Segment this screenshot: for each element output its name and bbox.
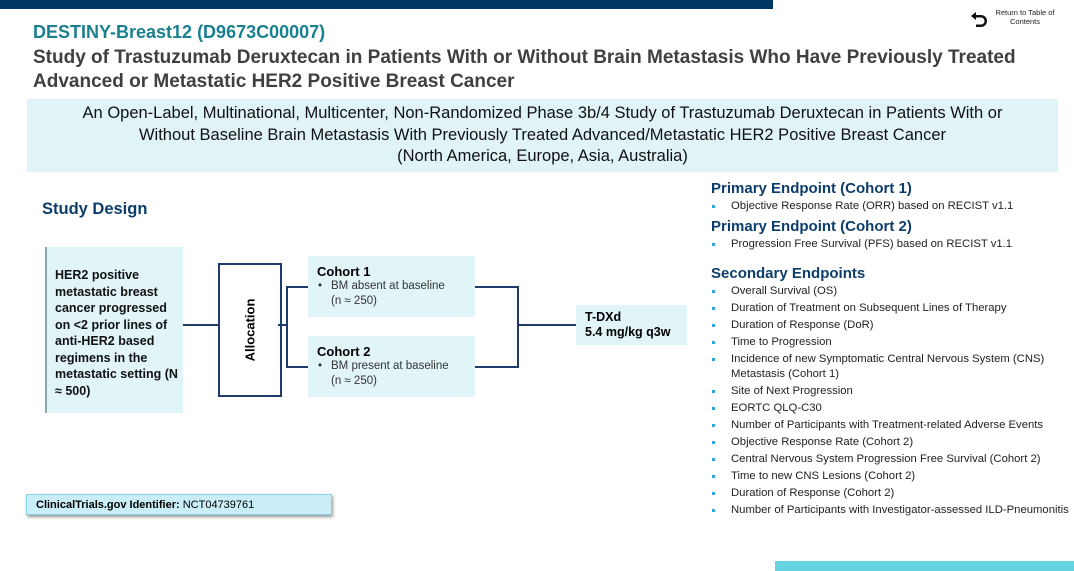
list-item: Incidence of new Symptomatic Central Ner… bbox=[711, 352, 1071, 382]
footer-bar bbox=[775, 561, 1074, 571]
study-banner: An Open-Label, Multinational, Multicente… bbox=[27, 99, 1058, 172]
secondary-endpoints-list: Overall Survival (OS) Duration of Treatme… bbox=[711, 284, 1071, 518]
banner-line: Without Baseline Brain Metastasis With P… bbox=[138, 125, 947, 144]
primary-endpoint-1-list: Objective Response Rate (ORR) based on R… bbox=[711, 199, 1071, 214]
return-arrow-icon bbox=[971, 12, 987, 27]
connector-line bbox=[475, 366, 519, 368]
header-bar bbox=[0, 0, 773, 9]
list-item: Objective Response Rate (ORR) based on R… bbox=[711, 199, 1071, 214]
secondary-endpoints-heading: Secondary Endpoints bbox=[711, 265, 866, 282]
connector-line bbox=[183, 324, 218, 326]
connector-line bbox=[286, 286, 308, 288]
list-item: Duration of Response (DoR) bbox=[711, 318, 1071, 333]
connector-line bbox=[475, 286, 519, 288]
identifier-value: NCT04739761 bbox=[182, 499, 255, 511]
treatment-name: T-DXd bbox=[585, 310, 622, 324]
clinicaltrials-identifier: ClinicalTrials.gov Identifier: NCT047397… bbox=[26, 494, 332, 515]
banner-line: An Open-Label, Multinational, Multicente… bbox=[82, 104, 1003, 122]
list-item: Number of Participants with Treatment-re… bbox=[711, 418, 1071, 433]
identifier-label: ClinicalTrials.gov Identifier: bbox=[36, 499, 180, 511]
population-box: HER2 positive metastatic breast cancer p… bbox=[45, 247, 183, 413]
cohort-title: Cohort 2 bbox=[317, 344, 371, 359]
page-title: DESTINY-Breast12 (D9673C00007) bbox=[33, 22, 326, 42]
list-item: Objective Response Rate (Cohort 2) bbox=[711, 435, 1071, 450]
list-item: Number of Participants with Investigator… bbox=[711, 503, 1071, 518]
list-item: Overall Survival (OS) bbox=[711, 284, 1071, 299]
connector-line bbox=[286, 366, 308, 368]
endpoints-panel: Primary Endpoint (Cohort 1) Objective Re… bbox=[711, 179, 1071, 521]
list-item: Duration of Response (Cohort 2) bbox=[711, 486, 1071, 501]
treatment-box: T-DXd 5.4 mg/kg q3w bbox=[576, 305, 687, 345]
connector-line bbox=[517, 286, 519, 368]
cohort-2-box: Cohort 2 BM present at baseline (n ≈ 250… bbox=[308, 336, 475, 397]
primary-endpoint-1-heading: Primary Endpoint (Cohort 1) bbox=[711, 180, 912, 197]
cohort-title: Cohort 1 bbox=[317, 264, 371, 279]
list-item: Time to new CNS Lesions (Cohort 2) bbox=[711, 469, 1071, 484]
study-design-heading: Study Design bbox=[42, 200, 148, 218]
connector-line bbox=[278, 324, 288, 326]
treatment-dose: 5.4 mg/kg q3w bbox=[585, 325, 671, 339]
list-item: EORTC QLQ-C30 bbox=[711, 401, 1071, 416]
return-to-toc-button[interactable]: Return to Table of Contents bbox=[970, 8, 1058, 28]
cohort-n: (n ≈ 250) bbox=[331, 375, 377, 387]
list-item: Progression Free Survival (PFS) based on… bbox=[711, 237, 1071, 252]
primary-endpoint-2-list: Progression Free Survival (PFS) based on… bbox=[711, 237, 1071, 252]
list-item: Site of Next Progression bbox=[711, 384, 1071, 399]
cohort-1-box: Cohort 1 BM absent at baseline (n ≈ 250) bbox=[308, 256, 475, 317]
allocation-box: Allocation bbox=[218, 263, 282, 397]
list-item: Time to Progression bbox=[711, 335, 1071, 350]
list-item: Duration of Treatment on Subsequent Line… bbox=[711, 301, 1071, 316]
cohort-bullet: BM present at baseline bbox=[317, 359, 475, 374]
return-label: Return to Table of Contents bbox=[995, 8, 1055, 26]
cohort-n: (n ≈ 250) bbox=[331, 295, 377, 307]
connector-line bbox=[517, 324, 576, 326]
list-item: Central Nervous System Progression Free … bbox=[711, 452, 1071, 467]
allocation-label: Allocation bbox=[242, 298, 258, 362]
primary-endpoint-2-heading: Primary Endpoint (Cohort 2) bbox=[711, 218, 912, 235]
page-subtitle: Study of Trastuzumab Deruxtecan in Patie… bbox=[33, 47, 1016, 92]
banner-line: (North America, Europe, Asia, Australia) bbox=[397, 147, 688, 165]
connector-line bbox=[286, 286, 288, 368]
cohort-bullet: BM absent at baseline bbox=[317, 279, 475, 294]
